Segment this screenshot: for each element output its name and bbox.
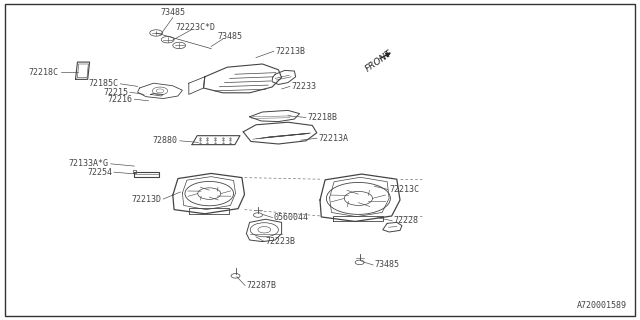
Text: 73485: 73485 xyxy=(160,8,186,17)
Text: 73485: 73485 xyxy=(218,32,243,41)
Text: 72218C: 72218C xyxy=(29,68,59,76)
Text: 72880: 72880 xyxy=(153,136,178,145)
Text: FRONT: FRONT xyxy=(364,48,394,73)
Text: 72216: 72216 xyxy=(108,95,132,104)
Text: 73485: 73485 xyxy=(374,260,399,269)
Text: 72185C: 72185C xyxy=(88,79,118,88)
Text: 72213A: 72213A xyxy=(318,134,348,143)
Text: 72213D: 72213D xyxy=(131,195,161,204)
Text: 72287B: 72287B xyxy=(246,281,276,290)
Text: 72218B: 72218B xyxy=(307,113,337,122)
Text: 0560044: 0560044 xyxy=(274,213,309,222)
Text: A720001589: A720001589 xyxy=(577,301,627,310)
Text: 72215: 72215 xyxy=(103,88,128,97)
Text: 72223C*D: 72223C*D xyxy=(175,23,215,32)
Text: 72133A*G: 72133A*G xyxy=(69,159,109,168)
Text: 72213C: 72213C xyxy=(389,185,419,194)
Text: 72228: 72228 xyxy=(394,216,419,225)
Text: 72213B: 72213B xyxy=(275,47,305,56)
Text: 72233: 72233 xyxy=(291,82,316,91)
Text: 72223B: 72223B xyxy=(266,237,296,246)
Text: 72254: 72254 xyxy=(87,168,112,177)
